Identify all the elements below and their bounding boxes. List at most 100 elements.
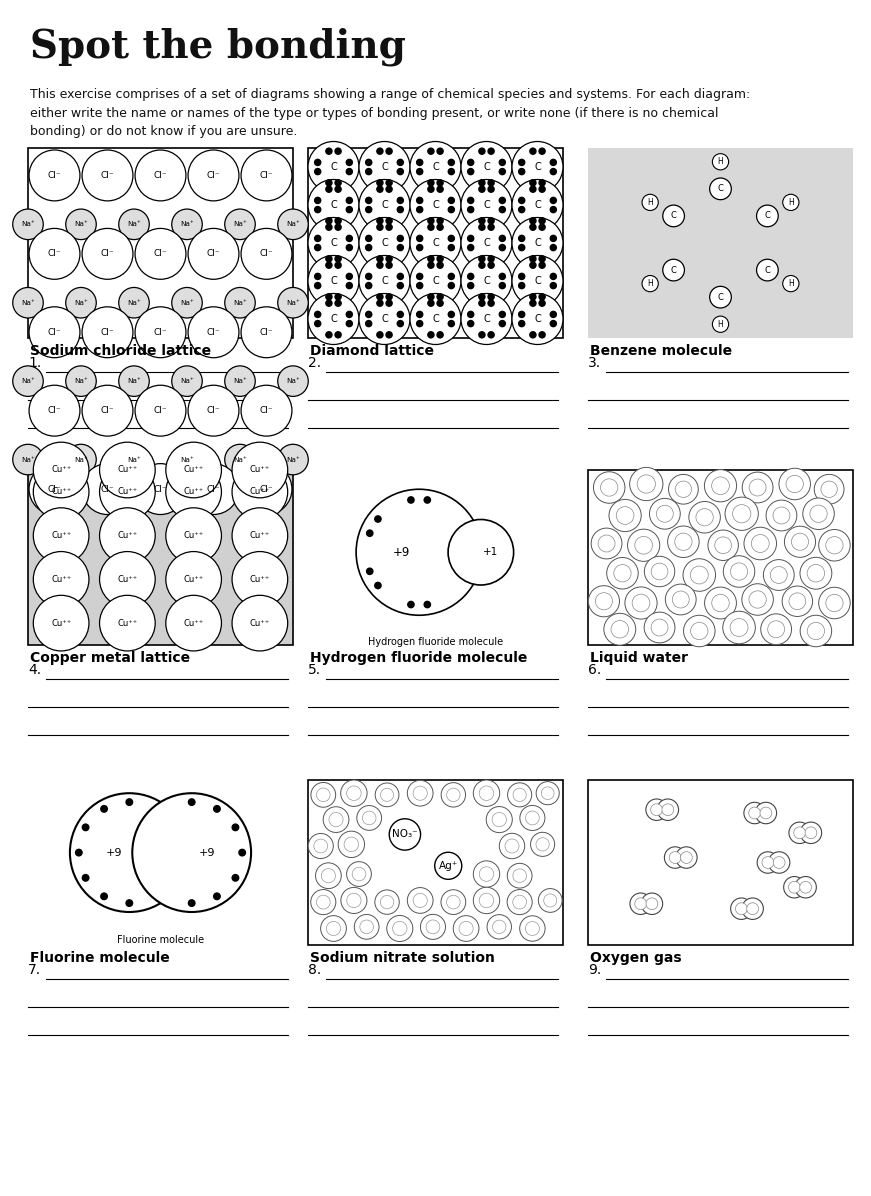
Text: C: C [432,315,439,324]
Circle shape [213,893,220,899]
Circle shape [377,300,383,306]
Circle shape [367,530,373,536]
Circle shape [225,366,255,396]
Circle shape [539,218,545,224]
Circle shape [428,187,434,193]
Circle shape [708,530,739,561]
Circle shape [397,244,403,251]
Circle shape [316,788,330,801]
Text: C: C [330,238,337,248]
Text: H: H [647,197,653,207]
Text: Fluorine molecule: Fluorine molecule [117,935,204,945]
Circle shape [461,179,512,231]
Circle shape [539,262,545,268]
Circle shape [638,475,656,493]
Circle shape [789,822,810,843]
Circle shape [657,505,673,523]
Circle shape [437,148,443,154]
Circle shape [530,224,536,231]
Circle shape [321,916,347,941]
Text: Na⁺: Na⁺ [287,221,300,227]
Circle shape [712,477,729,495]
Circle shape [241,464,292,514]
Circle shape [512,218,563,268]
Circle shape [308,256,359,306]
Circle shape [539,256,545,262]
Circle shape [99,443,155,498]
Circle shape [793,826,806,838]
Text: Cu⁺⁺: Cu⁺⁺ [51,531,71,541]
Circle shape [367,568,373,574]
Circle shape [782,586,813,616]
Circle shape [550,207,557,213]
Circle shape [375,783,399,807]
Circle shape [473,861,500,887]
Circle shape [715,537,732,554]
Circle shape [479,300,485,306]
Text: 2.: 2. [308,356,321,370]
Circle shape [668,526,699,557]
Circle shape [397,274,403,280]
Text: Na⁺: Na⁺ [74,221,88,227]
Circle shape [188,307,239,358]
Circle shape [499,282,505,288]
Circle shape [416,274,422,280]
Text: Na⁺: Na⁺ [74,378,88,384]
Circle shape [347,861,371,886]
Circle shape [800,557,832,590]
Circle shape [366,311,372,317]
Circle shape [600,478,618,496]
Circle shape [486,806,512,832]
Circle shape [742,584,773,615]
Circle shape [663,205,685,227]
Circle shape [82,150,133,201]
Circle shape [326,331,332,337]
Text: Na⁺: Na⁺ [74,300,88,306]
Circle shape [135,464,186,514]
Circle shape [513,788,526,801]
Circle shape [479,786,494,800]
Text: 9.: 9. [588,963,601,977]
Text: Cl⁻: Cl⁻ [48,249,61,258]
Circle shape [366,244,372,251]
Circle shape [347,321,353,327]
Text: Cu⁺⁺: Cu⁺⁺ [250,488,270,496]
Circle shape [347,893,361,908]
Circle shape [362,811,376,825]
Text: Sodium chloride lattice: Sodium chloride lattice [30,344,211,358]
Circle shape [468,197,474,203]
Circle shape [710,286,732,309]
Circle shape [428,300,434,306]
Text: Cu⁺⁺: Cu⁺⁺ [118,465,138,475]
Text: C: C [381,200,388,210]
Circle shape [386,331,392,337]
Circle shape [386,187,392,193]
Text: C: C [381,238,388,248]
Text: C: C [330,200,337,210]
Circle shape [596,593,612,610]
Circle shape [172,444,202,475]
Circle shape [356,489,483,615]
Circle shape [488,294,494,300]
Text: Cl⁻: Cl⁻ [260,171,273,179]
Circle shape [386,300,392,306]
Circle shape [479,218,485,224]
Circle shape [326,187,332,193]
Circle shape [375,515,381,523]
Text: Ag⁺: Ag⁺ [439,861,458,871]
Circle shape [627,529,659,561]
Text: C: C [432,200,439,210]
Circle shape [544,893,557,907]
Circle shape [672,591,689,608]
Circle shape [468,236,474,242]
Circle shape [424,496,430,504]
Circle shape [188,899,195,907]
Circle shape [441,782,466,807]
Circle shape [386,262,392,268]
Circle shape [416,244,422,251]
Text: Cl⁻: Cl⁻ [48,328,61,337]
Text: C: C [483,200,490,210]
Circle shape [335,187,341,193]
Circle shape [233,824,239,830]
Text: Fluorine molecule: Fluorine molecule [30,951,170,965]
